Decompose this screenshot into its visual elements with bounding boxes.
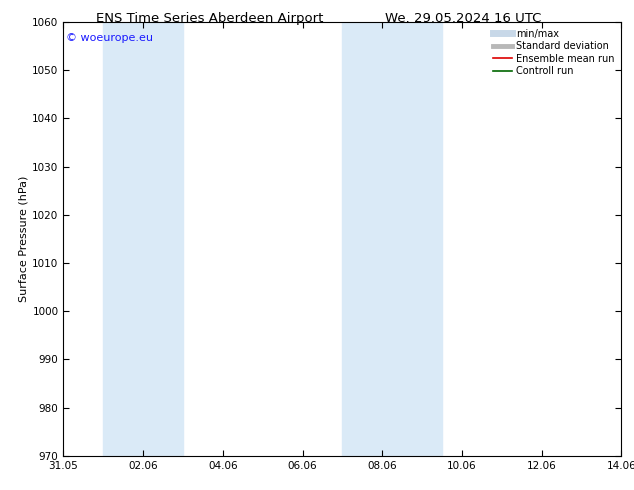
Y-axis label: Surface Pressure (hPa): Surface Pressure (hPa) bbox=[18, 176, 28, 302]
Text: © woeurope.eu: © woeurope.eu bbox=[66, 33, 153, 43]
Bar bbox=[342, 22, 442, 456]
Text: We. 29.05.2024 16 UTC: We. 29.05.2024 16 UTC bbox=[385, 12, 541, 25]
Text: ENS Time Series Aberdeen Airport: ENS Time Series Aberdeen Airport bbox=[96, 12, 323, 25]
Bar bbox=[103, 22, 183, 456]
Legend: min/max, Standard deviation, Ensemble mean run, Controll run: min/max, Standard deviation, Ensemble me… bbox=[489, 25, 618, 80]
